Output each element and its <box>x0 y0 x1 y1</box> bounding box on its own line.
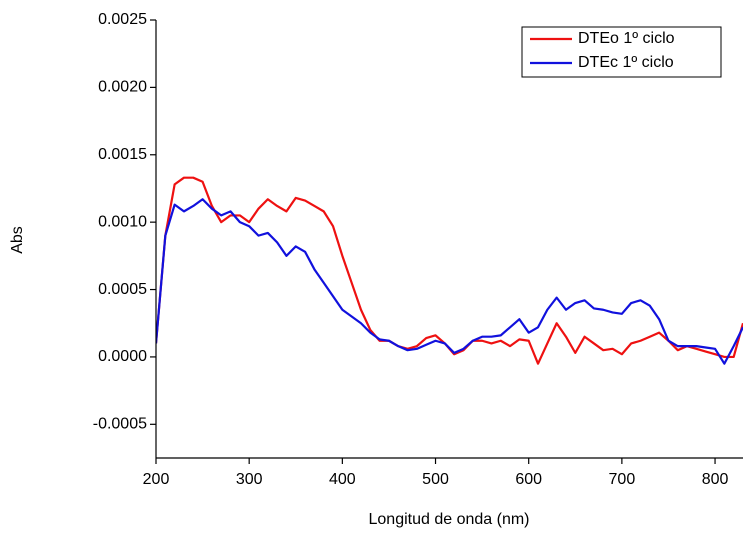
legend-label: DTEo 1º ciclo <box>578 30 675 47</box>
x-axis-label: Longitud de onda (nm) <box>369 511 530 528</box>
x-tick-label: 400 <box>329 471 356 488</box>
x-tick-label: 500 <box>422 471 449 488</box>
y-axis-label: Abs <box>9 226 26 254</box>
y-tick-label: 0.0015 <box>98 146 147 163</box>
x-tick-label: 600 <box>515 471 542 488</box>
data-line <box>156 176 743 365</box>
y-tick-label: -0.0005 <box>93 416 147 433</box>
y-tick-label: 0.0020 <box>98 79 147 96</box>
data-line <box>156 198 743 365</box>
y-tick-label: 0.0005 <box>98 281 147 298</box>
x-tick-label: 700 <box>609 471 636 488</box>
y-tick-label: 0.0010 <box>98 213 147 230</box>
x-tick-label: 200 <box>143 471 170 488</box>
legend-label: DTEc 1º ciclo <box>578 54 674 71</box>
x-tick-label: 300 <box>236 471 263 488</box>
legend-box <box>521 26 722 78</box>
y-tick-label: 0.0025 <box>98 11 147 28</box>
x-tick-label: 800 <box>702 471 729 488</box>
y-tick-label: 0.0000 <box>98 348 147 365</box>
